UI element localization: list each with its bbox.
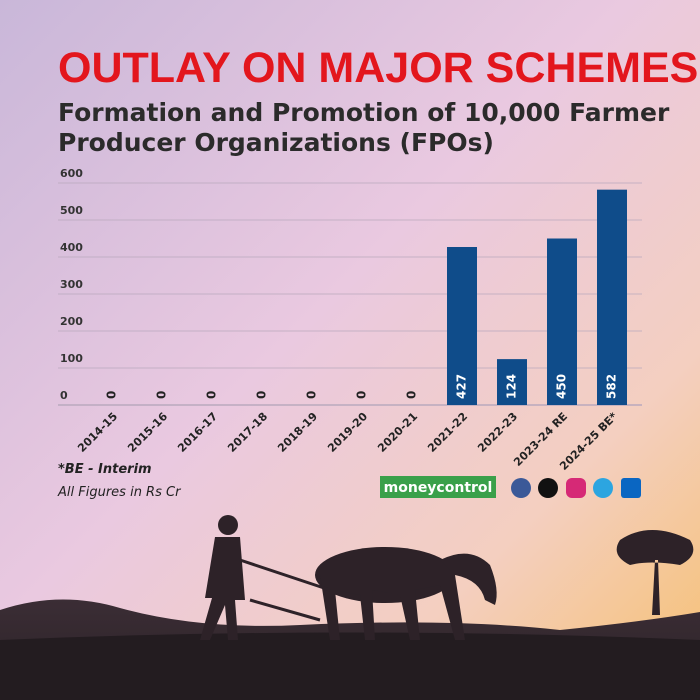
y-tick-label: 0 bbox=[60, 389, 68, 402]
bar bbox=[447, 247, 477, 405]
bar bbox=[497, 359, 527, 405]
silhouette bbox=[0, 515, 700, 700]
brand-logo bbox=[380, 476, 496, 498]
value-label: 0 bbox=[255, 391, 269, 399]
value-label: 427 bbox=[455, 374, 469, 399]
value-label: 0 bbox=[405, 391, 419, 399]
telegram-icon[interactable] bbox=[593, 478, 613, 498]
linkedin-icon[interactable] bbox=[621, 478, 641, 498]
chart-title: OUTLAY ON MAJOR SCHEMES bbox=[58, 44, 698, 92]
value-label: 0 bbox=[205, 391, 219, 399]
value-label: 124 bbox=[505, 374, 519, 399]
y-tick-label: 500 bbox=[60, 204, 83, 217]
value-label: 0 bbox=[105, 391, 119, 399]
x-icon[interactable] bbox=[538, 478, 558, 498]
note: All Figures in Rs Cr bbox=[57, 485, 182, 500]
instagram-icon[interactable] bbox=[566, 478, 586, 498]
y-tick-label: 100 bbox=[60, 352, 83, 365]
value-label: 0 bbox=[305, 391, 319, 399]
facebook-icon[interactable] bbox=[511, 478, 531, 498]
social-icons bbox=[511, 478, 641, 498]
value-label: 0 bbox=[355, 391, 369, 399]
y-tick-label: 200 bbox=[60, 315, 83, 328]
y-tick-label: 400 bbox=[60, 241, 83, 254]
brand-name: moneycontrol bbox=[384, 480, 493, 496]
y-tick-label: 600 bbox=[60, 167, 83, 180]
chart-subtitle: Formation and Promotion of 10,000 Farmer… bbox=[58, 98, 670, 157]
value-label: 0 bbox=[155, 391, 169, 399]
y-tick-label: 300 bbox=[60, 278, 83, 291]
bar bbox=[597, 189, 627, 405]
value-label: 582 bbox=[605, 374, 619, 399]
value-label: 450 bbox=[555, 374, 569, 399]
bar bbox=[547, 238, 577, 405]
note: *BE - Interim bbox=[58, 462, 152, 477]
